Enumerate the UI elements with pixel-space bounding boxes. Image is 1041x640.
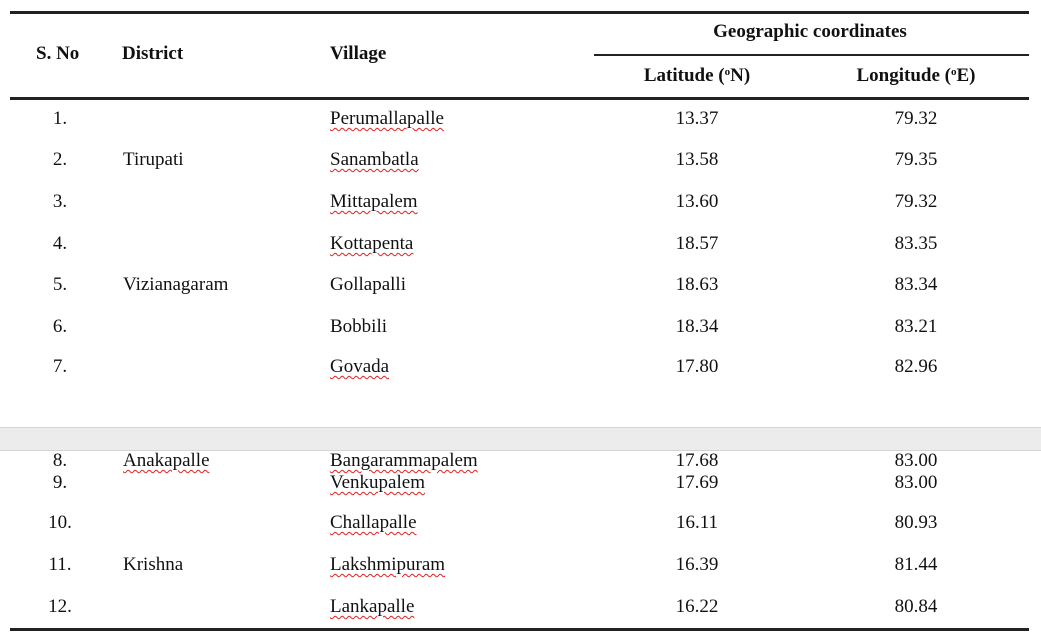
cell-latitude: 16.39	[675, 554, 719, 575]
header-longitude: Longitude (oE)	[856, 65, 976, 86]
cell-village: Challapalle	[330, 512, 417, 533]
cell-latitude: 17.68	[675, 450, 719, 471]
cell-longitude: 83.35	[894, 233, 938, 254]
bottom-rule	[10, 628, 1029, 631]
cell-village: Mittapalem	[330, 191, 418, 212]
top-rule	[10, 11, 1029, 14]
cell-latitude: 18.63	[675, 274, 719, 295]
header-rule	[10, 97, 1029, 100]
cell-longitude: 83.00	[894, 450, 938, 471]
header-sno: S. No	[36, 43, 80, 64]
cell-longitude: 83.00	[894, 472, 938, 493]
cell-sno: 8.	[52, 450, 68, 471]
cell-latitude: 13.60	[675, 191, 719, 212]
cell-village: Bangarammapalem	[330, 450, 478, 471]
cell-longitude: 80.93	[894, 512, 938, 533]
cell-longitude: 80.84	[894, 596, 938, 617]
cell-latitude: 16.22	[675, 596, 719, 617]
cell-latitude: 16.11	[675, 512, 719, 533]
cell-district: Tirupati	[123, 149, 184, 170]
cell-latitude: 13.37	[675, 108, 719, 129]
cell-longitude: 81.44	[894, 554, 938, 575]
cell-sno: 10.	[48, 512, 72, 533]
cell-village: Bobbili	[330, 316, 388, 337]
cell-village: Gollapalli	[330, 274, 406, 295]
cell-longitude: 82.96	[894, 356, 938, 377]
cell-sno: 12.	[48, 596, 72, 617]
header-latitude: Latitude (oN)	[643, 65, 751, 86]
cell-village: Lakshmipuram	[330, 554, 446, 575]
header-geographic-coordinates: Geographic coordinates	[713, 21, 907, 42]
cell-sno: 4.	[52, 233, 68, 254]
cell-district: Krishna	[123, 554, 184, 575]
cell-longitude: 79.35	[894, 149, 938, 170]
cell-longitude: 83.21	[894, 316, 938, 337]
cell-longitude: 83.34	[894, 274, 938, 295]
cell-sno: 3.	[52, 191, 68, 212]
cell-sno: 5.	[52, 274, 68, 295]
cell-latitude: 18.57	[675, 233, 719, 254]
cell-latitude: 17.69	[675, 472, 719, 493]
cell-village: Sanambatla	[330, 149, 419, 170]
cell-village: Kottapenta	[330, 233, 414, 254]
cell-latitude: 18.34	[675, 316, 719, 337]
cell-district: Vizianagaram	[123, 274, 229, 295]
cell-longitude: 79.32	[894, 191, 938, 212]
cell-village: Govada	[330, 356, 390, 377]
page-break-band	[0, 427, 1041, 451]
cell-longitude: 79.32	[894, 108, 938, 129]
cell-village: Perumallapalle	[330, 108, 444, 129]
header-village: Village	[330, 43, 387, 64]
cell-sno: 11.	[48, 554, 72, 575]
cell-latitude: 13.58	[675, 149, 719, 170]
header-district: District	[122, 43, 184, 64]
cell-sno: 2.	[52, 149, 68, 170]
cell-village: Venkupalem	[330, 472, 425, 493]
geo-subrule	[594, 54, 1029, 56]
cell-district: Anakapalle	[123, 450, 210, 471]
cell-sno: 7.	[52, 356, 68, 377]
cell-village: Lankapalle	[330, 596, 415, 617]
cell-sno: 9.	[52, 472, 68, 493]
cell-sno: 6.	[52, 316, 68, 337]
cell-sno: 1.	[52, 108, 68, 129]
cell-latitude: 17.80	[675, 356, 719, 377]
